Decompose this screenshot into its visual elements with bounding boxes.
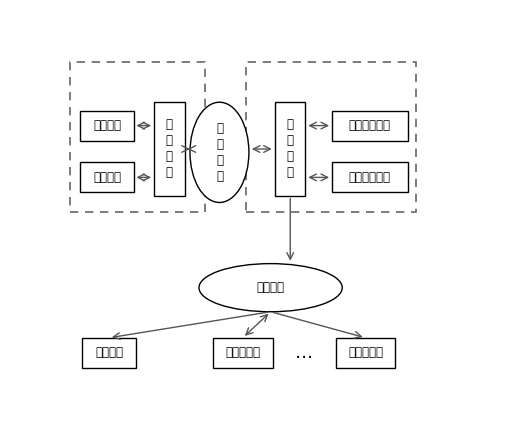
Bar [332, 162, 408, 192]
Text: 无
线
网
络: 无 线 网 络 [216, 122, 223, 183]
Bar [154, 102, 185, 196]
Bar [275, 102, 305, 196]
Bar [332, 111, 408, 141]
Text: 网
络
设
备: 网 络 设 备 [166, 118, 173, 180]
Text: 指配设备: 指配设备 [93, 171, 121, 184]
Text: 网
络
设
备: 网 络 设 备 [287, 118, 294, 180]
Text: …: … [295, 344, 313, 362]
Bar [246, 62, 416, 213]
Bar [80, 162, 134, 192]
Bar [70, 62, 205, 213]
Ellipse shape [190, 102, 249, 202]
Bar [336, 338, 395, 368]
Text: 监测设备ｎ: 监测设备ｎ [348, 346, 383, 359]
Text: 监测设备１: 监测设备１ [225, 346, 260, 359]
Bar [213, 338, 272, 368]
Text: 无线网络: 无线网络 [257, 281, 285, 294]
Bar [82, 338, 136, 368]
Text: 监测管理设备: 监测管理设备 [349, 171, 391, 184]
Text: 管理设备: 管理设备 [95, 346, 123, 359]
Ellipse shape [199, 263, 342, 312]
Text: 频管中心: 频管中心 [93, 119, 121, 132]
Text: 监测管理设备: 监测管理设备 [349, 119, 391, 132]
Bar [80, 111, 134, 141]
